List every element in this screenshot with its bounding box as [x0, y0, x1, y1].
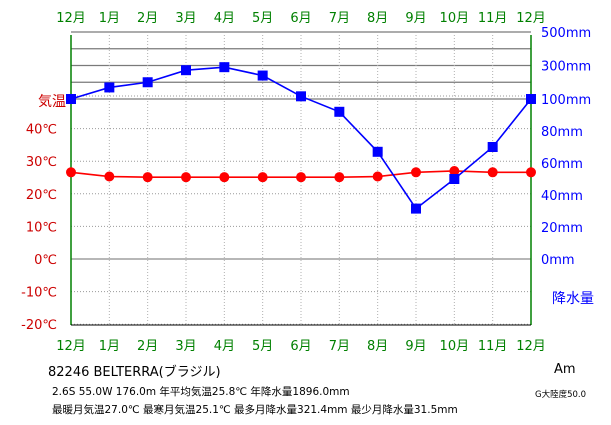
temperature-point — [181, 172, 191, 183]
precipitation-tick-label: 300mm — [541, 60, 591, 75]
month-label-bottom: 2月 — [137, 339, 158, 354]
month-label-bottom: 10月 — [440, 339, 470, 354]
station-title: 82246 BELTERRA(ブラジル) — [48, 365, 221, 380]
precipitation-tick-label: 100mm — [541, 93, 591, 108]
temperature-tick-label: 0℃ — [34, 253, 57, 268]
temperature-axis-title: 気温 — [38, 94, 66, 110]
continentality-index: G大陸度50.0 — [535, 390, 587, 400]
temperature-point — [487, 167, 498, 178]
month-label-top: 6月 — [290, 11, 311, 26]
axis-layer — [70, 35, 532, 326]
month-label-bottom: 12月 — [56, 339, 86, 354]
temperature-point — [449, 165, 460, 176]
precipitation-point — [181, 65, 191, 76]
month-label-top: 5月 — [252, 11, 273, 26]
precipitation-point — [487, 142, 498, 152]
precipitation-tick-label: 40mm — [541, 189, 583, 204]
month-label-top: 2月 — [137, 11, 158, 26]
precipitation-point — [449, 174, 460, 184]
month-label-top: 1月 — [99, 11, 120, 26]
precipitation-point — [372, 146, 383, 157]
precipitation-point — [142, 77, 153, 88]
precipitation-axis-title: 降水量 — [552, 291, 594, 307]
precipitation-tick-label: 20mm — [541, 221, 583, 236]
temperature-tick-label: 30℃ — [26, 155, 57, 170]
precipitation-point — [411, 203, 421, 214]
month-label-bottom: 11月 — [478, 339, 508, 354]
month-label-top: 11月 — [478, 11, 508, 26]
temperature-point — [372, 171, 383, 182]
month-label-top: 12月 — [56, 11, 86, 26]
month-label-bottom: 3月 — [175, 339, 196, 354]
temperature-point — [104, 171, 115, 182]
month-label-bottom: 8月 — [367, 339, 388, 354]
temperature-point — [334, 172, 345, 183]
temperature-point — [296, 172, 306, 183]
month-label-top: 10月 — [440, 11, 470, 26]
precipitation-point — [219, 62, 230, 73]
precipitation-point — [526, 94, 536, 104]
month-label-top: 9月 — [405, 11, 426, 26]
month-label-top: 3月 — [175, 11, 196, 26]
temperature-tick-label: -20℃ — [21, 318, 57, 333]
temperature-tick-label: 40℃ — [26, 123, 57, 138]
month-label-top: 12月 — [516, 11, 546, 26]
month-label-bottom: 7月 — [329, 339, 350, 354]
month-label-bottom: 1月 — [99, 339, 120, 354]
month-label-bottom: 5月 — [252, 339, 273, 354]
precipitation-point — [334, 106, 345, 117]
temperature-point — [526, 167, 536, 178]
temperature-tick-label: 20℃ — [26, 188, 57, 203]
month-label-bottom: 4月 — [214, 339, 235, 354]
month-label-bottom: 9月 — [405, 339, 426, 354]
label-layer: 12月 12月 1月 1月 2月 2月 3月 3月 4月 4月 5月 5月 6月 6月 7月 7月 8月 8月 9月… — [21, 11, 594, 354]
series-layer — [66, 62, 536, 214]
climate-classification: Am — [554, 362, 576, 377]
precipitation-point — [257, 70, 268, 81]
precipitation-tick-label: 60mm — [541, 157, 583, 172]
station-summary-line-2: 最暖月気温27.0℃ 最寒月気温25.1℃ 最多月降水量321.4mm 最少月降… — [52, 404, 458, 416]
precipitation-point — [296, 91, 306, 102]
precipitation-tick-label: 80mm — [541, 125, 583, 140]
precipitation-point — [104, 82, 115, 93]
temperature-point — [142, 172, 153, 183]
month-label-bottom: 12月 — [516, 339, 546, 354]
temperature-tick-label: 10℃ — [26, 220, 57, 235]
month-label-bottom: 6月 — [290, 339, 311, 354]
month-label-top: 4月 — [214, 11, 235, 26]
precipitation-tick-label: 500mm — [541, 26, 591, 41]
temperature-point — [257, 172, 268, 183]
precipitation-point — [66, 94, 76, 104]
temperature-point — [219, 172, 230, 183]
precipitation-tick-label: 0mm — [541, 253, 575, 268]
temperature-point — [411, 167, 421, 178]
month-label-top: 8月 — [367, 11, 388, 26]
month-label-top: 7月 — [329, 11, 350, 26]
temperature-point — [66, 167, 76, 178]
temperature-tick-label: -10℃ — [21, 286, 57, 301]
station-summary-line-1: 2.6S 55.0W 176.0m 年平均気温25.8℃ 年降水量1896.0m… — [52, 386, 350, 398]
